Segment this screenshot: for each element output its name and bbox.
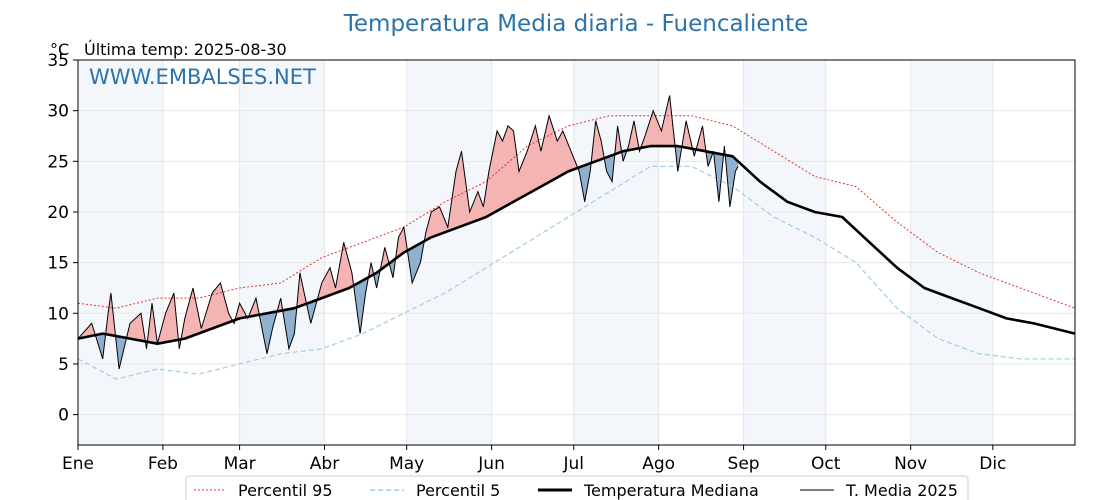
y-tick-label: 0 xyxy=(58,406,69,426)
cold-anomaly-fill-21 xyxy=(372,269,380,288)
x-tick-label: Oct xyxy=(811,454,841,474)
warm-anomaly-fill-6 xyxy=(146,293,178,349)
cold-anomaly-fill-1 xyxy=(94,332,106,359)
x-tick-label: Dic xyxy=(979,454,1006,474)
anomaly-fills xyxy=(78,95,739,369)
legend: Percentil 95 Percentil 5 Temperatura Med… xyxy=(185,475,969,500)
cold-anomaly-fill-3 xyxy=(115,331,126,369)
series-median-line xyxy=(77,144,1076,346)
legend-label-p95: Percentil 95 xyxy=(238,481,333,500)
legend-box xyxy=(185,475,969,500)
y-tick-label: 20 xyxy=(47,203,69,223)
series-lines xyxy=(77,95,1076,380)
plot-frame xyxy=(77,59,1076,446)
cold-anomaly-fill-29 xyxy=(603,154,614,182)
legend-label-median: Temperatura Mediana xyxy=(583,481,759,500)
series-percentil-95-line xyxy=(77,115,1076,309)
x-axis: Ene Feb Mar Abr May Jun Jul Ago Sep Oct Nov Dic xyxy=(62,445,1006,474)
x-tick-label: May xyxy=(389,454,424,474)
cold-anomaly-fill-7 xyxy=(178,334,181,349)
warm-anomaly-fill-12 xyxy=(247,298,259,319)
x-tick-label: Sep xyxy=(728,454,760,474)
y-tick-label: 5 xyxy=(58,355,69,375)
x-tick-label: Jun xyxy=(477,454,505,474)
warm-anomaly-fill-38 xyxy=(695,125,706,152)
cold-anomaly-fill-35 xyxy=(675,146,681,172)
cold-anomaly-fill-19 xyxy=(353,277,369,334)
warm-anomaly-fill-16 xyxy=(295,272,306,319)
y-axis: 0 5 10 15 20 25 30 35 xyxy=(47,51,78,426)
x-tick-label: Ene xyxy=(62,454,94,474)
warm-anomaly-fill-18 xyxy=(316,242,354,304)
x-tick-label: Nov xyxy=(894,454,927,474)
series-percentil-5-line xyxy=(77,165,1075,380)
month-band-nov xyxy=(910,60,993,445)
month-band-mar xyxy=(239,60,325,445)
warm-anomaly-fill-34 xyxy=(639,95,676,152)
y-tick-label: 30 xyxy=(47,102,69,122)
y-tick-label: 10 xyxy=(47,304,69,324)
month-band-ene xyxy=(78,60,163,445)
warm-anomaly-fill-26 xyxy=(423,115,577,248)
cold-anomaly-fill-13 xyxy=(258,311,277,354)
chart-title: Temperatura Media diaria - Fuencaliente xyxy=(343,11,808,37)
warm-anomaly-fill-4 xyxy=(125,313,146,342)
month-band-sep xyxy=(743,60,826,445)
cold-anomaly-fill-43 xyxy=(724,146,739,207)
warm-anomaly-fill-30 xyxy=(613,125,621,168)
series-2025-line xyxy=(77,95,739,370)
y-tick-label: 25 xyxy=(47,152,69,172)
x-tick-label: Ago xyxy=(642,454,675,474)
x-tick-label: Abr xyxy=(310,454,339,474)
x-tick-label: Feb xyxy=(148,454,178,474)
last-temp-label: Última temp: 2025-08-30 xyxy=(84,40,287,59)
legend-label-p5: Percentil 5 xyxy=(416,481,500,500)
month-bands xyxy=(78,60,993,445)
x-tick-label: Jul xyxy=(563,454,585,474)
x-tick-label: Mar xyxy=(224,454,256,474)
y-tick-label: 35 xyxy=(47,51,69,71)
cold-anomaly-fill-41 xyxy=(713,151,723,202)
warm-anomaly-fill-2 xyxy=(105,293,115,337)
y-tick-label: 15 xyxy=(47,254,69,274)
legend-label-2025: T. Media 2025 xyxy=(845,481,958,500)
watermark: WWW.EMBALSES.NET xyxy=(89,65,316,89)
unit-label: °C xyxy=(50,40,69,59)
warm-anomaly-fill-24 xyxy=(394,227,407,268)
cold-anomaly-fill-39 xyxy=(705,146,713,167)
month-band-jul xyxy=(573,60,659,445)
